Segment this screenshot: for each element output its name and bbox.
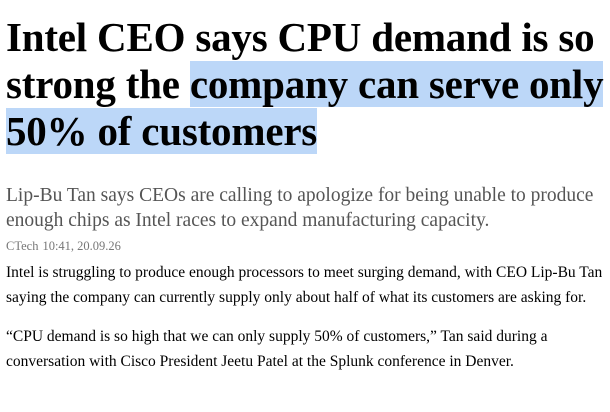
paragraph: “CPU demand is so high that we can only … (6, 328, 548, 370)
source[interactable]: CTech (6, 239, 39, 253)
byline: CTech 10:41, 20.09.26 (6, 239, 604, 254)
subtitle: Lip-Bu Tan says CEOs are calling to apol… (6, 185, 594, 231)
headline-text: Intel CEO says CPU demand is so strong t… (6, 14, 595, 107)
paragraph: Intel is struggling to produce enough pr… (6, 264, 603, 306)
timestamp: 10:41, 20.09.26 (42, 239, 121, 253)
headline: Intel CEO says CPU demand is so strong t… (6, 14, 604, 155)
